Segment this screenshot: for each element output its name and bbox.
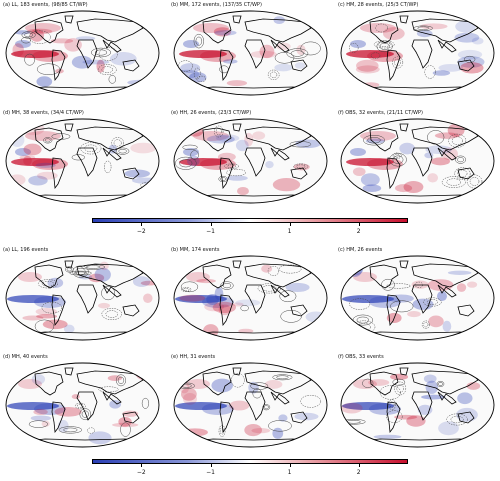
panel-title: (f) OBS, 32 events, (21/11 CT/WP) <box>338 110 423 116</box>
world-map <box>340 10 495 96</box>
colorbar-tick <box>141 223 142 226</box>
panel-title: (e) HH, 31 events <box>171 354 216 360</box>
map-panel: (f) OBS, 33 events <box>338 354 498 454</box>
colorbar-tick-label: 2 <box>356 228 361 235</box>
map-panel: (c) HM, 26 events <box>338 247 498 347</box>
colorbar-tick <box>210 223 212 226</box>
colorbar-tick <box>358 223 360 226</box>
colorbar-tick <box>358 464 360 467</box>
world-map <box>5 10 160 96</box>
world-map <box>173 10 328 96</box>
colorbar-tick-label: −1 <box>206 228 215 235</box>
panel-title: (a) LL, 183 events, (98/85 CT/WP) <box>3 2 88 8</box>
panel-title: (e) HH, 26 events, (23/3 CT/WP) <box>171 110 252 116</box>
panel-title: (d) MH, 40 events <box>3 354 48 360</box>
world-map <box>5 118 160 204</box>
world-map <box>340 362 495 448</box>
map-panel: (a) LL, 196 events <box>3 247 163 347</box>
map-panel: (d) MH, 40 events <box>3 354 163 454</box>
panel-title: (f) OBS, 33 events <box>338 354 384 360</box>
colorbar: −2 −1 1 2 <box>92 218 412 240</box>
panel-title: (c) HM, 28 events, (25/3 CT/WP) <box>338 2 419 8</box>
colorbar-tick-label: −2 <box>136 228 146 235</box>
panel-title: (c) HM, 26 events <box>338 247 383 253</box>
world-map <box>340 255 495 341</box>
panel-title: (a) LL, 196 events <box>3 247 49 253</box>
panel-title: (b) MM, 174 events <box>171 247 220 253</box>
colorbar-gradient <box>92 218 408 223</box>
world-map <box>173 118 328 204</box>
map-panel: (b) MM, 172 events, (137/35 CT/WP) <box>171 2 331 102</box>
map-panel: (f) OBS, 32 events, (21/11 CT/WP) <box>338 110 498 210</box>
panel-title: (d) MH, 38 events, (34/4 CT/WP) <box>3 110 84 116</box>
panel-title: (b) MM, 172 events, (137/35 CT/WP) <box>171 2 262 8</box>
colorbar-tick-label: 1 <box>287 228 292 235</box>
world-map <box>5 362 160 448</box>
map-panel: (c) HM, 28 events, (25/3 CT/WP) <box>338 2 498 102</box>
colorbar-tick <box>289 223 291 226</box>
map-panel: (e) HH, 26 events, (23/3 CT/WP) <box>171 110 331 210</box>
map-panel: (b) MM, 174 events <box>171 247 331 347</box>
world-map <box>173 255 328 341</box>
world-map <box>173 362 328 448</box>
colorbar-tick <box>210 464 212 467</box>
colorbar: −2 −1 1 2 <box>92 459 412 481</box>
colorbar-gradient <box>92 459 408 464</box>
map-panel: (d) MH, 38 events, (34/4 CT/WP) <box>3 110 163 210</box>
world-map <box>5 255 160 341</box>
map-panel: (a) LL, 183 events, (98/85 CT/WP) <box>3 2 163 102</box>
map-panel: (e) HH, 31 events <box>171 354 331 454</box>
colorbar-tick <box>289 464 291 467</box>
colorbar-tick <box>141 464 142 467</box>
world-map <box>340 118 495 204</box>
